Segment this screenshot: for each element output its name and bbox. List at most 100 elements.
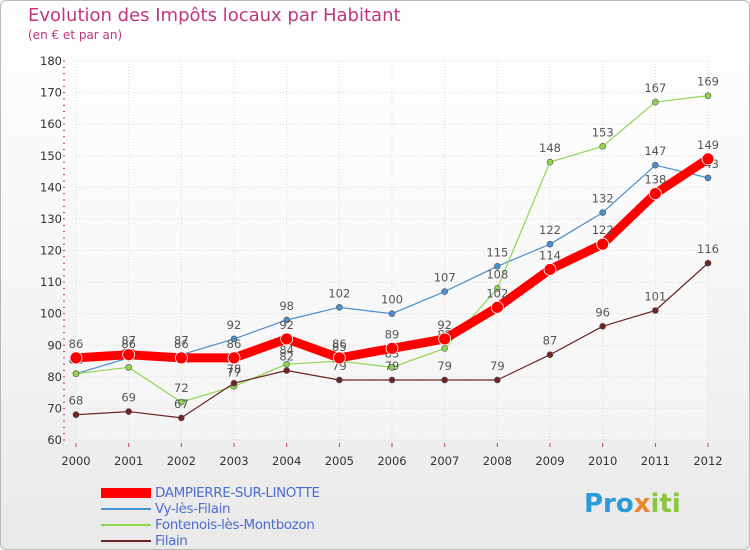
data-point-dampierre-sur-linotte-2012 <box>701 152 715 166</box>
data-point-vy-les-filain-2010 <box>599 209 606 216</box>
data-point-vy-les-filain-2012 <box>704 174 712 182</box>
data-label-filain-2000: 68 <box>69 394 84 408</box>
x-tick-label-2000: 2000 <box>61 454 90 468</box>
data-point-filain-2008 <box>494 376 501 384</box>
data-label-dampierre-sur-linotte-2009: 114 <box>539 248 561 262</box>
data-label-dampierre-sur-linotte-2005: 86 <box>332 337 347 351</box>
data-point-dampierre-sur-linotte-2008 <box>490 300 504 314</box>
legend-label-filain: Filain <box>155 533 188 549</box>
data-label-fontenois-les-montbozon-2012: 169 <box>697 75 719 89</box>
x-tick-label-2011: 2011 <box>641 454 670 468</box>
data-label-filain-2003: 78 <box>227 362 242 376</box>
data-point-dampierre-sur-linotte-2003 <box>227 351 241 365</box>
data-label-vy-les-filain-2010: 132 <box>592 192 614 206</box>
data-point-fontenois-les-montbozon-2004 <box>283 360 290 368</box>
data-point-fontenois-les-montbozon-2000 <box>72 370 80 377</box>
logo-part-1: Pro <box>584 489 634 519</box>
legend-swatch-dampierre <box>101 488 151 498</box>
data-label-filain-2007: 79 <box>437 359 452 373</box>
data-point-dampierre-sur-linotte-2001 <box>122 348 136 362</box>
x-tick-label-2009: 2009 <box>535 454 564 468</box>
x-tick-label-2004: 2004 <box>272 454 301 468</box>
data-point-vy-les-filain-2009 <box>546 240 554 248</box>
data-label-filain-2009: 87 <box>543 334 558 348</box>
x-tick-label-2005: 2005 <box>325 454 354 468</box>
data-label-dampierre-sur-linotte-2003: 86 <box>227 337 242 351</box>
data-point-vy-les-filain-2006 <box>388 310 396 317</box>
data-point-dampierre-sur-linotte-2009 <box>543 263 557 276</box>
x-tick-label-2006: 2006 <box>377 454 406 468</box>
data-label-filain-2011: 101 <box>644 290 666 304</box>
data-point-fontenois-les-montbozon-2010 <box>599 142 606 150</box>
x-tick-label-2012: 2012 <box>693 454 722 468</box>
data-label-filain-2001: 69 <box>121 391 136 405</box>
data-label-fontenois-les-montbozon-2005: 85 <box>332 340 347 354</box>
data-label-dampierre-sur-linotte-2000: 86 <box>69 337 84 351</box>
legend-label-dampierre: DAMPIERRE-SUR-LINOTTE <box>155 485 320 501</box>
data-point-dampierre-sur-linotte-2007 <box>438 332 452 346</box>
chart-title: Evolution des Impôts locaux par Habitant <box>28 5 401 26</box>
legend-label-fontenois: Fontenois-lès-Montbozon <box>155 517 315 533</box>
proxiti-logo: Proxiti <box>584 489 681 519</box>
data-point-fontenois-les-montbozon-2011 <box>652 98 659 106</box>
data-label-filain-2006: 79 <box>385 359 400 373</box>
data-point-fontenois-les-montbozon-2001 <box>125 364 132 371</box>
data-point-dampierre-sur-linotte-2000 <box>69 351 83 365</box>
legend-item-vy-les-filain: Vy-lès-Filain <box>101 501 320 517</box>
chart-subtitle: (en € et par an) <box>28 28 123 42</box>
data-label-fontenois-les-montbozon-2011: 167 <box>644 81 666 95</box>
data-label-vy-les-filain-2001: 86 <box>121 337 136 351</box>
data-label-fontenois-les-montbozon-2002: 72 <box>174 381 189 395</box>
y-tick-label-110: 110 <box>40 275 62 289</box>
data-point-filain-2007 <box>441 376 448 384</box>
data-label-vy-les-filain-2009: 122 <box>539 223 561 237</box>
data-point-vy-les-filain-2011 <box>652 161 659 169</box>
data-point-filain-2000 <box>72 411 80 419</box>
y-tick-label-120: 120 <box>40 244 62 258</box>
data-point-dampierre-sur-linotte-2010 <box>596 237 610 251</box>
data-point-dampierre-sur-linotte-2011 <box>648 187 662 201</box>
data-label-vy-les-filain-2005: 102 <box>328 286 350 300</box>
data-point-fontenois-les-montbozon-2008 <box>494 285 501 292</box>
data-point-fontenois-les-montbozon-2007 <box>441 345 448 352</box>
y-tick-label-130: 130 <box>40 212 62 226</box>
logo-part-3: iti <box>650 489 681 519</box>
data-point-dampierre-sur-linotte-2002 <box>174 351 188 365</box>
data-point-fontenois-les-montbozon-2006 <box>388 364 396 371</box>
y-tick-label-170: 170 <box>40 86 62 100</box>
data-label-filain-2012: 116 <box>697 242 719 256</box>
data-label-vy-les-filain-2008: 115 <box>486 245 508 259</box>
y-tick-label-160: 160 <box>40 117 62 131</box>
data-label-dampierre-sur-linotte-2011: 138 <box>644 173 666 187</box>
y-tick-label-150: 150 <box>40 149 62 163</box>
x-tick-label-2003: 2003 <box>219 454 248 468</box>
legend-item-dampierre: DAMPIERRE-SUR-LINOTTE <box>101 485 320 501</box>
data-label-filain-2002: 67 <box>174 397 189 411</box>
y-tick-label-180: 180 <box>40 54 62 68</box>
data-point-filain-2002 <box>178 414 185 422</box>
data-label-filain-2008: 79 <box>490 359 505 373</box>
legend-item-fontenois: Fontenois-lès-Montbozon <box>101 517 320 533</box>
x-tick-label-2001: 2001 <box>114 454 143 468</box>
data-point-filain-2001 <box>125 408 132 415</box>
data-label-vy-les-filain-2003: 92 <box>227 318 242 332</box>
data-point-fontenois-les-montbozon-2002 <box>178 398 185 406</box>
data-point-filain-2005 <box>336 376 343 384</box>
logo-part-2: x <box>633 489 651 519</box>
data-point-vy-les-filain-2007 <box>441 288 448 295</box>
data-label-dampierre-sur-linotte-2006: 89 <box>385 327 400 341</box>
data-label-filain-2010: 96 <box>595 305 610 319</box>
y-tick-label-100: 100 <box>40 307 62 321</box>
data-point-vy-les-filain-2004 <box>283 316 290 324</box>
y-tick-label-60: 60 <box>47 433 62 447</box>
data-label-dampierre-sur-linotte-2002: 86 <box>174 337 189 351</box>
data-label-dampierre-sur-linotte-2010: 122 <box>592 223 614 237</box>
data-point-dampierre-sur-linotte-2005 <box>332 351 346 365</box>
legend-swatch-filain <box>101 540 151 542</box>
data-point-filain-2010 <box>599 322 606 330</box>
data-label-vy-les-filain-2004: 98 <box>279 299 294 313</box>
data-point-vy-les-filain-2008 <box>494 262 501 270</box>
legend-swatch-vy-les-filain <box>101 508 151 510</box>
